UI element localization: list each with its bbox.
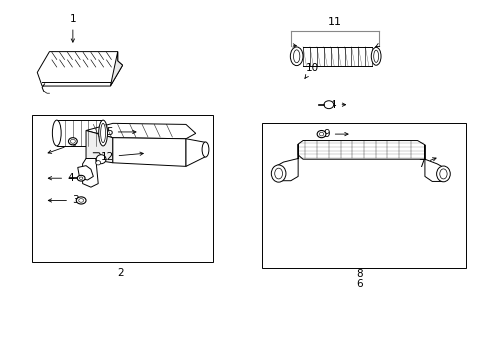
Ellipse shape bbox=[373, 50, 378, 62]
Ellipse shape bbox=[101, 123, 105, 143]
Polygon shape bbox=[113, 138, 185, 166]
Polygon shape bbox=[82, 158, 98, 187]
Polygon shape bbox=[110, 51, 122, 86]
Ellipse shape bbox=[70, 139, 75, 143]
Ellipse shape bbox=[370, 47, 380, 65]
Ellipse shape bbox=[202, 142, 208, 157]
Text: 9: 9 bbox=[323, 129, 347, 139]
Text: 8: 8 bbox=[355, 269, 362, 279]
Text: 4: 4 bbox=[48, 173, 74, 183]
Ellipse shape bbox=[96, 155, 106, 164]
Text: 11: 11 bbox=[327, 17, 341, 27]
Ellipse shape bbox=[52, 120, 61, 146]
Text: 7: 7 bbox=[417, 158, 435, 169]
Bar bbox=[32, 116, 212, 262]
Ellipse shape bbox=[274, 168, 282, 179]
Text: 1: 1 bbox=[69, 14, 76, 42]
Text: 6: 6 bbox=[355, 279, 362, 289]
Text: 3: 3 bbox=[48, 139, 76, 153]
Ellipse shape bbox=[436, 166, 449, 182]
Text: 10: 10 bbox=[305, 63, 319, 78]
Ellipse shape bbox=[96, 161, 101, 165]
Ellipse shape bbox=[271, 165, 285, 182]
Bar bbox=[57, 120, 103, 146]
Bar bbox=[261, 123, 466, 268]
Text: 4: 4 bbox=[329, 100, 345, 110]
Polygon shape bbox=[86, 131, 113, 163]
Ellipse shape bbox=[324, 101, 333, 109]
Text: 12: 12 bbox=[100, 152, 143, 162]
Polygon shape bbox=[37, 51, 122, 86]
Ellipse shape bbox=[439, 169, 446, 179]
Ellipse shape bbox=[76, 197, 86, 204]
Ellipse shape bbox=[293, 50, 299, 63]
Ellipse shape bbox=[99, 120, 107, 146]
Polygon shape bbox=[78, 166, 93, 180]
Text: 3: 3 bbox=[48, 195, 79, 206]
Ellipse shape bbox=[290, 47, 303, 66]
Polygon shape bbox=[273, 144, 298, 181]
Ellipse shape bbox=[79, 177, 82, 180]
Ellipse shape bbox=[77, 175, 85, 181]
Ellipse shape bbox=[68, 138, 77, 145]
Polygon shape bbox=[185, 139, 205, 166]
Polygon shape bbox=[424, 145, 448, 181]
Text: 2: 2 bbox=[117, 268, 123, 278]
Polygon shape bbox=[86, 123, 195, 139]
Text: 5: 5 bbox=[106, 127, 136, 137]
Ellipse shape bbox=[319, 132, 323, 136]
Polygon shape bbox=[298, 140, 424, 159]
Ellipse shape bbox=[317, 131, 325, 138]
Ellipse shape bbox=[79, 199, 83, 202]
